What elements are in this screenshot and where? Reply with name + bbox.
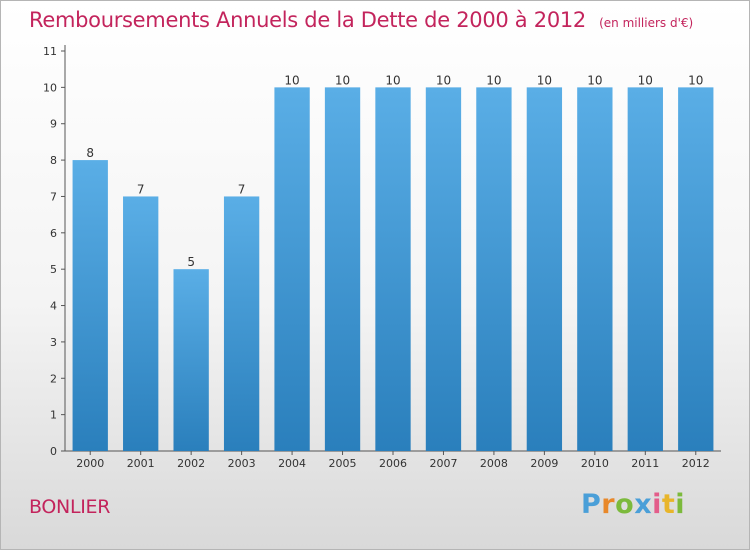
x-tick-label: 2003 [228,457,256,470]
bar [627,87,663,451]
data-label: 10 [335,73,350,87]
y-tick-label: 11 [43,45,57,58]
bar [678,87,714,451]
chart-title: Remboursements Annuels de la Dette de 20… [29,8,693,32]
bar [223,196,260,451]
bar [274,87,310,451]
x-tick-label: 2012 [682,457,710,470]
bar [526,87,563,451]
data-label: 5 [187,255,195,269]
y-tick-label: 1 [50,409,57,422]
x-tick-label: 2011 [631,457,659,470]
x-tick-label: 2009 [530,457,558,470]
data-label: 7 [238,182,246,196]
bar [72,160,108,451]
x-tick-label: 2004 [278,457,306,470]
bar [324,87,361,451]
bar [173,269,209,451]
data-label: 10 [385,73,400,87]
place-name: BONLIER [29,496,111,518]
y-tick-label: 7 [50,190,57,203]
y-tick-label: 8 [50,154,57,167]
x-tick-label: 2008 [480,457,508,470]
data-label: 10 [284,73,299,87]
y-tick-label: 2 [50,372,57,385]
data-label: 10 [436,73,451,87]
data-label: 10 [638,73,653,87]
y-tick-label: 0 [50,445,57,458]
chart-title-text: Remboursements Annuels de la Dette de 20… [29,8,586,32]
x-tick-label: 2002 [177,457,205,470]
proxiti-logo: Proxiti [581,489,686,520]
bar [425,87,462,451]
data-label: 10 [688,73,703,87]
y-tick-label: 4 [50,300,57,313]
y-tick-label: 3 [50,336,57,349]
chart-labels: 2000 8 2001 7 2002 5 2003 7 2004 10 2005 10 2006 10 20… [76,73,710,470]
x-tick-label: 2006 [379,457,407,470]
data-label: 7 [137,182,145,196]
y-tick-label: 9 [50,118,57,131]
data-label: 10 [587,73,602,87]
chart-unit: (en milliers d'€) [599,16,694,30]
data-label: 10 [486,73,501,87]
x-tick-label: 2000 [76,457,104,470]
data-label: 8 [86,146,94,160]
chart-bars [72,87,714,451]
bar [123,196,159,451]
y-tick-label: 5 [50,263,57,276]
bar [476,87,512,451]
x-tick-label: 2007 [429,457,457,470]
bar [375,87,411,451]
x-tick-label: 2010 [581,457,609,470]
bar [577,87,613,451]
data-label: 10 [537,73,552,87]
x-tick-label: 2001 [127,457,155,470]
y-tick-label: 10 [43,81,57,94]
x-tick-label: 2005 [329,457,357,470]
y-tick-label: 6 [50,227,57,240]
